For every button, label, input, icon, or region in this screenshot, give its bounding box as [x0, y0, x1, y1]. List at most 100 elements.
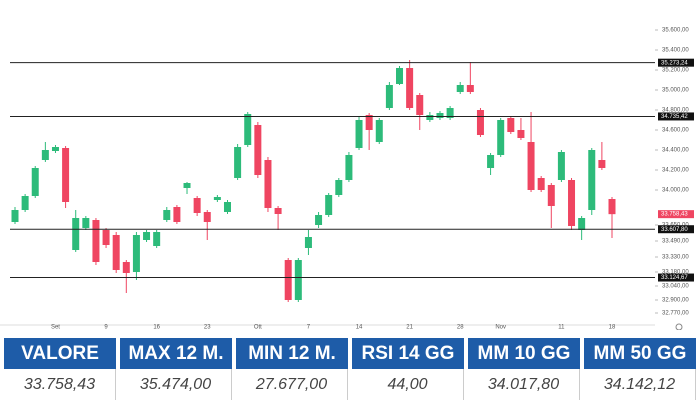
- candle-body: [345, 155, 353, 180]
- candle-body: [436, 113, 444, 118]
- candle-body: [517, 130, 525, 138]
- y-tick-label: 35.600,00: [662, 28, 689, 34]
- level-tag: [658, 273, 694, 282]
- candle-body: [608, 199, 616, 215]
- candle-body: [143, 232, 151, 240]
- candle-body: [557, 152, 565, 180]
- candle-body: [537, 178, 545, 190]
- level-tag: [658, 225, 694, 234]
- candle-body: [426, 115, 434, 120]
- x-tick-label: Ott: [254, 325, 262, 330]
- level-label: 35.273,24: [661, 60, 688, 66]
- candle-body: [335, 180, 343, 195]
- candle-body: [487, 155, 495, 168]
- level-tag: [658, 58, 694, 67]
- value-row: 33.758,43 35.474,00 27.677,00 44,00 34.017,8…: [4, 369, 696, 400]
- candle-body: [304, 237, 312, 248]
- candle-body: [527, 142, 535, 190]
- level-label: 33.607,80: [661, 227, 688, 233]
- header-cell: RSI 14 GG: [352, 338, 464, 369]
- candle-body: [365, 115, 373, 130]
- candle-body: [406, 68, 414, 108]
- level-label: 34.735,42: [661, 114, 688, 120]
- candle-body: [132, 235, 140, 272]
- candle-body: [284, 260, 292, 300]
- header-cell: VALORE: [4, 338, 116, 369]
- y-tick-label: 34.800,00: [662, 108, 689, 114]
- y-tick-label: 35.200,00: [662, 68, 689, 74]
- candle-body: [31, 168, 39, 196]
- candle-body: [315, 215, 323, 225]
- value-cell: 27.677,00: [236, 369, 348, 400]
- y-tick-label: 34.400,00: [662, 148, 689, 154]
- header-row: VALORE MAX 12 M. MIN 12 M. RSI 14 GG MM 10 G…: [4, 338, 696, 369]
- candle-body: [375, 120, 383, 142]
- value-cell: 44,00: [352, 369, 464, 400]
- candle-body: [163, 210, 171, 220]
- x-tick-label: 23: [204, 325, 211, 330]
- y-tick-label: 32.900,00: [662, 298, 689, 304]
- candle-body: [385, 85, 393, 108]
- candle-body: [244, 114, 252, 145]
- x-tick-label: 9: [104, 325, 108, 330]
- last-price-tag: [658, 210, 694, 219]
- candle-body: [62, 148, 70, 202]
- candle-body: [547, 185, 555, 206]
- candle-body: [507, 118, 515, 132]
- candle-body: [274, 208, 282, 214]
- level-label: 33.124,67: [661, 275, 688, 281]
- settings-icon[interactable]: [675, 323, 683, 330]
- value-cell: 33.758,43: [4, 369, 116, 400]
- x-tick-label: 7: [307, 325, 311, 330]
- candle-body: [102, 230, 110, 245]
- candle-body: [294, 260, 302, 300]
- header-cell: MM 10 GG: [468, 338, 580, 369]
- x-tick-label: Set: [51, 325, 60, 330]
- candle-body: [578, 218, 586, 230]
- y-tick-label: 33.490,00: [662, 239, 689, 245]
- candle-body: [173, 207, 181, 222]
- candle-body: [325, 195, 333, 215]
- y-tick-label: 35.000,00: [662, 88, 689, 94]
- candle-body: [112, 235, 120, 270]
- x-tick-label: 28: [457, 325, 464, 330]
- candle-body: [183, 183, 191, 188]
- candle-body: [72, 218, 80, 250]
- candle-body: [51, 147, 59, 151]
- header-cell: MAX 12 M.: [120, 338, 232, 369]
- candle-body: [234, 147, 242, 178]
- candle-body: [416, 95, 424, 115]
- level-tag: [658, 112, 694, 121]
- y-tick-label: 35.400,00: [662, 48, 689, 54]
- candle-body: [153, 232, 161, 246]
- candle-body: [264, 160, 272, 208]
- candle-body: [82, 218, 90, 228]
- candle-body: [122, 262, 130, 273]
- y-tick-label: 34.200,00: [662, 168, 689, 174]
- candle-body: [193, 198, 201, 213]
- last-price-label: 33.758,43: [661, 212, 688, 218]
- stats-table: VALORE MAX 12 M. MIN 12 M. RSI 14 GG MM 10 G…: [0, 338, 700, 400]
- value-cell: 34.142,12: [584, 369, 696, 400]
- candle-body: [466, 85, 474, 92]
- candle-body: [446, 108, 454, 118]
- x-tick-label: 14: [356, 325, 363, 330]
- candle-body: [568, 180, 576, 226]
- header-cell: MIN 12 M.: [236, 338, 348, 369]
- candle-body: [588, 150, 596, 210]
- candle-body: [223, 202, 231, 212]
- candle-body: [11, 210, 19, 222]
- candle-body: [456, 85, 464, 92]
- candle-body: [355, 120, 363, 148]
- header-cell: MM 50 GG: [584, 338, 696, 369]
- candle-body: [21, 196, 29, 210]
- y-tick-label: 34.600,00: [662, 128, 689, 134]
- value-cell: 34.017,80: [468, 369, 580, 400]
- y-tick-label: 32.770,00: [662, 311, 689, 317]
- candle-body: [598, 160, 606, 168]
- x-tick-label: 21: [406, 325, 413, 330]
- x-tick-label: 11: [558, 325, 565, 330]
- candle-body: [497, 120, 505, 155]
- candle-body: [396, 68, 404, 84]
